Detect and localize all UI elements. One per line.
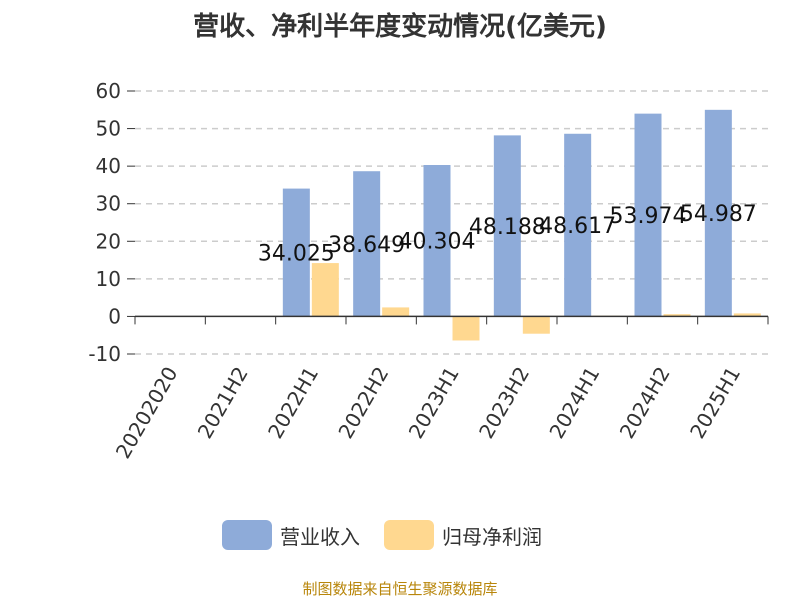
legend-swatch-revenue — [222, 520, 272, 550]
data-label-revenue: 48.617 — [539, 214, 616, 239]
legend-item-net-profit[interactable]: 归母净利润 — [384, 520, 542, 550]
bar-revenue — [493, 135, 521, 317]
legend-label-net-profit: 归母净利润 — [442, 524, 542, 549]
legend-label-revenue: 营业收入 — [280, 524, 360, 549]
x-tick-label: 2021H2 — [193, 363, 253, 443]
data-label-revenue: 48.188 — [469, 215, 546, 240]
x-tick-label: 20202020 — [111, 363, 183, 463]
chart-title: 营收、净利半年度变动情况(亿美元) — [193, 12, 607, 42]
legend-item-revenue[interactable]: 营业收入 — [222, 520, 360, 550]
source-note: 制图数据来自恒生聚源数据库 — [302, 580, 498, 598]
legend: 营业收入 归母净利润 — [222, 520, 566, 550]
data-label-revenue: 53.974 — [610, 204, 687, 229]
x-tick-label: 2025H1 — [685, 363, 745, 443]
y-tick-label: 30 — [96, 192, 121, 216]
legend-swatch-net-profit — [384, 520, 434, 550]
data-label-revenue: 40.304 — [399, 230, 476, 255]
y-tick-label: 20 — [96, 229, 121, 253]
bar-net-profit — [452, 316, 480, 341]
bar-net-profit — [733, 313, 761, 317]
x-tick-label: 2023H2 — [474, 363, 534, 443]
x-tick-label: 2024H1 — [544, 363, 604, 443]
y-tick-label: -10 — [88, 342, 121, 366]
bar-net-profit — [663, 314, 691, 317]
bar-revenue — [282, 188, 310, 317]
x-tick-label: 2023H1 — [404, 363, 464, 443]
bar-revenue — [634, 113, 662, 317]
bar-net-profit — [311, 263, 339, 317]
bar-net-profit — [522, 316, 550, 334]
x-tick-label: 2022H2 — [333, 363, 393, 443]
y-tick-label: 60 — [96, 79, 121, 103]
bar-net-profit — [382, 307, 410, 317]
y-tick-label: 40 — [96, 154, 121, 178]
bar-revenue — [564, 133, 592, 317]
data-label-revenue: 54.987 — [680, 202, 757, 227]
data-label-revenue: 38.649 — [328, 233, 405, 258]
x-tick-label: 2022H1 — [263, 363, 323, 443]
y-tick-label: 50 — [96, 117, 121, 141]
bar-revenue — [704, 109, 732, 317]
bar-revenue — [423, 165, 451, 317]
y-tick-label: 10 — [96, 267, 121, 291]
x-tick-label: 2024H2 — [615, 363, 675, 443]
bar-revenue — [353, 171, 381, 317]
data-label-revenue: 34.025 — [258, 242, 335, 267]
y-tick-label: 0 — [108, 304, 121, 328]
